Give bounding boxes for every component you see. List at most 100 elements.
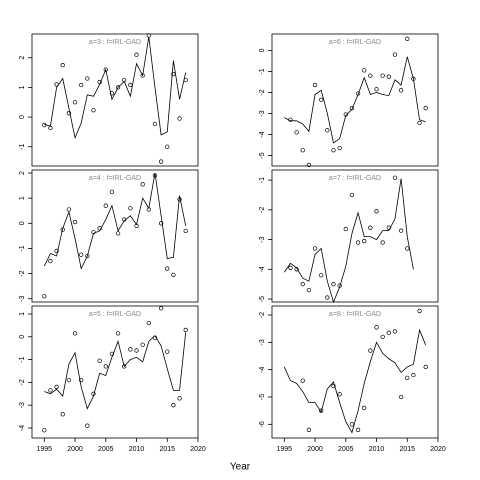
data-point [355,91,361,96]
data-point [294,267,299,272]
data-point [158,306,164,311]
data-point [103,203,108,208]
data-point [411,76,416,81]
data-point [300,282,305,287]
data-point [140,342,145,347]
y-tick-label: -5 [259,296,266,302]
data-point [392,175,398,180]
panel-frame [31,169,199,303]
data-point [405,246,410,251]
data-point [85,253,90,259]
data-point [60,227,65,232]
data-point [405,375,410,381]
data-point [368,73,373,78]
fit-line [43,172,187,270]
data-point [398,228,404,233]
data-point [288,117,293,122]
y-tick-label: -1 [19,144,26,150]
data-point [128,206,133,211]
y-tick-label: -2 [259,312,266,318]
data-point [312,246,318,251]
data-point [79,252,84,257]
x-tick-label: 2015 [159,446,175,453]
fit-line [284,56,426,144]
y-tick-label: 0 [19,335,26,339]
data-point [79,82,84,88]
data-point [368,348,373,353]
panel-title: a=3 : f=IRL-GAD [89,39,141,46]
data-point [398,88,404,93]
data-point [66,207,72,212]
data-point [306,287,312,293]
fit-line [283,328,427,434]
y-tick-label: -1 [19,245,26,251]
data-point [48,388,53,393]
data-point [417,308,422,314]
x-tick-label: 2010 [369,446,385,453]
data-point [312,82,318,88]
data-point [79,377,84,383]
data-point [306,427,312,432]
x-tick-label: 2020 [190,446,206,453]
data-point [423,106,428,111]
data-point [48,258,53,264]
data-point [54,82,59,87]
data-point [349,106,355,111]
data-point [337,283,342,288]
data-point [158,159,164,164]
data-point [152,335,158,341]
x-tick-label: 2005 [338,446,354,453]
y-tick-label: 0 [19,115,26,119]
y-tick-label: -4 [259,131,266,137]
data-point [171,272,176,277]
data-point [380,73,385,78]
data-point [97,226,102,231]
data-point [300,378,305,383]
data-point [183,228,188,233]
data-point [325,128,330,133]
data-point [152,173,158,178]
x-tick-label: 1995 [277,446,293,453]
data-point [115,85,121,90]
data-point [343,112,348,117]
y-tick-label: 1 [19,196,26,200]
y-tick-label: -2 [259,207,266,213]
data-point [177,197,182,202]
data-point [91,108,96,113]
y-tick-label: -2 [19,379,26,385]
y-tick-label: 1 [19,312,26,316]
data-point [349,422,355,427]
fit-line [44,36,187,140]
data-point [362,68,367,73]
x-tick-label: 2005 [98,446,114,453]
data-point [325,295,330,300]
x-tick-label: 2010 [129,446,145,453]
data-point [128,82,133,88]
data-point [386,330,391,335]
data-point [386,225,391,230]
data-point [331,148,336,153]
panel-frame [271,169,439,303]
data-point [331,282,336,287]
panel-title: a=8 : f=IRL-GAD [329,311,381,318]
data-point [368,225,373,230]
y-tick-label: -4 [259,366,266,372]
data-point [374,209,379,214]
data-point [177,116,182,121]
data-point [158,221,164,226]
x-axis-label: Year [230,462,251,473]
data-point [72,100,78,105]
y-tick-label: -1 [259,68,266,74]
data-point [423,364,428,370]
data-point [355,240,361,245]
data-point [146,320,151,326]
data-point [85,423,90,428]
data-point [66,111,72,116]
data-point [146,207,151,212]
y-tick-label: -1 [259,177,266,183]
y-tick-label: -2 [19,270,26,276]
data-point [122,217,127,222]
y-tick-label: -3 [19,296,26,302]
